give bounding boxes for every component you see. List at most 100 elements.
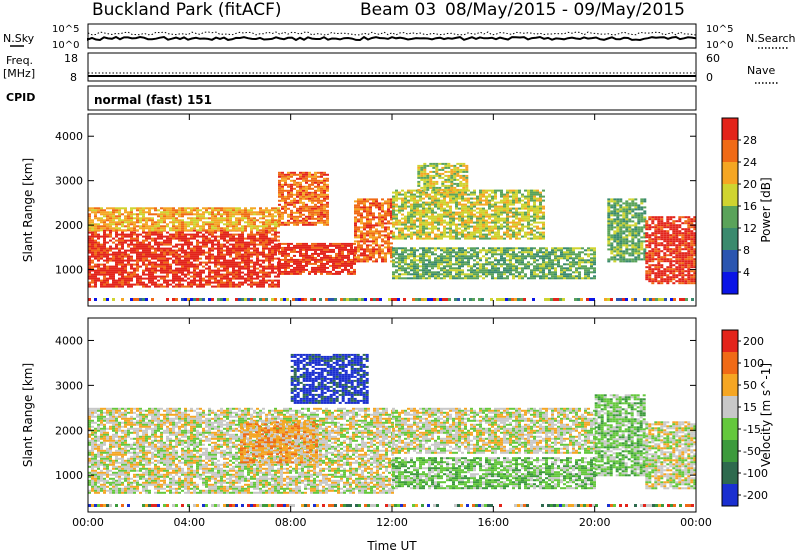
power-cell <box>175 217 178 220</box>
power-cell <box>512 211 515 214</box>
power-cell <box>226 247 229 250</box>
power-cell <box>569 269 572 272</box>
power-cell <box>115 285 118 288</box>
power-cell <box>357 230 360 233</box>
power-cell <box>157 279 160 282</box>
power-cell <box>497 249 500 252</box>
power-cell <box>299 254 302 257</box>
power-cell <box>449 235 452 238</box>
noise-sky-trace <box>87 35 697 42</box>
power-cell <box>136 255 139 258</box>
power-cell <box>181 215 184 218</box>
power-cell <box>323 256 326 259</box>
power-cell <box>271 237 274 240</box>
power-cell <box>536 265 539 268</box>
power-cell <box>175 225 178 228</box>
power-cell <box>332 256 335 259</box>
power-cell <box>449 267 452 270</box>
power-cell <box>320 187 323 190</box>
power-cell <box>344 246 347 249</box>
power-cell <box>485 203 488 206</box>
power-cell <box>491 215 494 218</box>
power-cell <box>387 204 390 207</box>
power-cell <box>548 273 551 276</box>
power-cell <box>253 261 256 264</box>
power-cell <box>533 219 536 222</box>
power-cell <box>115 269 118 272</box>
power-cell <box>277 275 280 278</box>
power-cell <box>106 257 109 260</box>
power-cell <box>548 255 551 258</box>
power-cell <box>527 199 530 202</box>
power-cell <box>494 189 497 192</box>
power-cell <box>274 285 277 288</box>
power-cell <box>277 285 280 288</box>
power-cell <box>106 255 109 258</box>
power-cell <box>536 263 539 266</box>
power-cell <box>115 253 118 256</box>
power-cell <box>112 277 115 280</box>
power-cell <box>166 265 169 268</box>
power-cell <box>311 199 314 202</box>
power-cell <box>369 208 372 211</box>
power-cell <box>235 227 238 230</box>
power-cell <box>590 259 593 262</box>
power-cell <box>417 180 421 183</box>
power-cell <box>223 217 226 220</box>
power-cell <box>193 267 196 270</box>
power-cell <box>357 246 360 249</box>
power-cell <box>256 285 259 288</box>
power-cell <box>100 267 103 270</box>
power-cell <box>572 249 575 252</box>
power-cell <box>440 231 443 234</box>
power-cell <box>160 267 163 270</box>
power-cell <box>398 227 401 230</box>
power-cell <box>124 283 127 286</box>
power-cell <box>299 201 302 204</box>
power-cell <box>196 247 199 250</box>
power-cell <box>136 241 139 244</box>
power-cell <box>417 176 421 179</box>
power-cell <box>121 283 124 286</box>
power-cell <box>470 249 473 252</box>
power-cell <box>443 221 446 224</box>
power-cell <box>575 267 578 270</box>
power-cell <box>106 233 109 236</box>
power-cell <box>390 222 393 225</box>
power-cell <box>440 257 443 260</box>
power-cell <box>142 207 145 210</box>
power-cell <box>142 215 145 218</box>
power-cell <box>437 207 440 210</box>
power-cell <box>485 271 488 274</box>
power-cell <box>341 244 344 247</box>
power-cell <box>88 241 91 244</box>
power-cell <box>169 283 172 286</box>
power-cell <box>208 259 211 262</box>
power-cell <box>205 261 208 264</box>
frequency-traces <box>88 72 696 77</box>
power-cell <box>572 247 575 250</box>
power-cell <box>488 227 491 230</box>
power-cell <box>440 217 443 220</box>
power-cell <box>262 265 265 268</box>
power-cell <box>160 263 163 266</box>
power-cell <box>241 243 244 246</box>
power-cell <box>115 261 118 264</box>
power-cell <box>378 248 381 251</box>
power-cell <box>220 285 223 288</box>
power-cell <box>142 259 145 262</box>
power-cell <box>366 246 369 249</box>
power-cell <box>326 223 329 226</box>
power-cell <box>428 259 431 262</box>
power-cell <box>154 255 157 258</box>
power-cell <box>530 271 533 274</box>
power-cell <box>467 219 470 222</box>
power-cell <box>587 247 590 250</box>
power-cell <box>262 261 265 264</box>
power-cell <box>375 260 378 263</box>
power-cell <box>515 209 518 212</box>
power-cell <box>329 254 332 257</box>
power-cell <box>464 225 467 228</box>
power-cell <box>542 237 545 240</box>
power-cell <box>220 265 223 268</box>
